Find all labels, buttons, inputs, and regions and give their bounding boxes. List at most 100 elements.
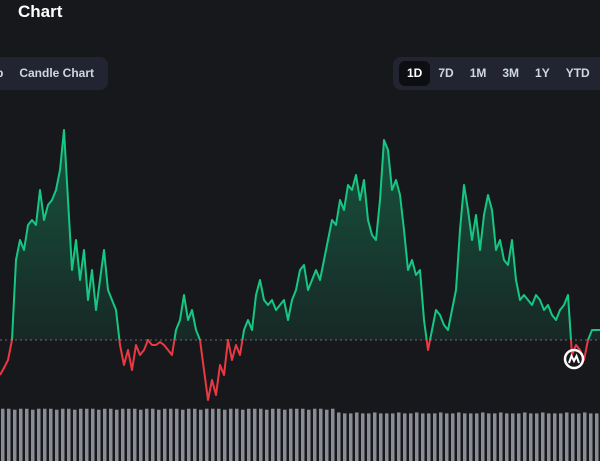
- volume-bar: [583, 412, 587, 461]
- volume-bar: [535, 413, 539, 461]
- volume-bar: [469, 413, 473, 461]
- volume-bar: [415, 412, 419, 461]
- range-button[interactable]: 1D: [399, 61, 431, 86]
- volume-bar: [85, 408, 89, 461]
- volume-bar: [1, 408, 5, 461]
- volume-bar: [139, 409, 143, 461]
- price-line-up: [10, 129, 600, 340]
- volume-bar: [97, 409, 101, 461]
- volume-bar: [391, 413, 395, 461]
- range-tabs: 1D 7D 1M 3M 1Y YTD: [393, 57, 600, 90]
- volume-bar: [439, 412, 443, 461]
- volume-bar: [295, 408, 299, 461]
- volume-bar: [463, 413, 467, 461]
- volume-bar: [337, 412, 341, 461]
- volume-bar: [169, 408, 173, 461]
- volume-bar: [523, 412, 527, 461]
- volume-bar: [409, 413, 413, 461]
- volume-bar: [397, 412, 401, 461]
- volume-bar: [115, 409, 119, 461]
- volume-bar: [187, 408, 191, 461]
- volume-bar: [259, 408, 263, 461]
- volume-bar: [211, 408, 215, 461]
- volume-bar: [547, 413, 551, 461]
- volume-bar: [49, 408, 53, 461]
- volume-bar: [457, 412, 461, 461]
- range-button[interactable]: 7D: [438, 66, 454, 80]
- volume-bar: [247, 408, 251, 461]
- volume-bar: [289, 408, 293, 461]
- volume-bar: [223, 409, 227, 461]
- volume-bar: [145, 408, 149, 461]
- volume-bar: [433, 413, 437, 461]
- volume-bar: [487, 413, 491, 461]
- volume-bar: [427, 413, 431, 461]
- chart-type-tab[interactable]: p: [0, 61, 11, 86]
- chart-type-tabs: p Candle Chart: [0, 57, 108, 90]
- volume-bar: [349, 413, 353, 461]
- volume-bar: [499, 412, 503, 461]
- range-button[interactable]: YTD: [565, 66, 590, 80]
- page-title: Chart: [18, 2, 63, 21]
- volume-bar: [505, 413, 509, 461]
- range-button[interactable]: 1M: [469, 66, 487, 80]
- volume-bar: [301, 408, 305, 461]
- volume-bar: [265, 409, 269, 461]
- volume-bar: [313, 408, 317, 461]
- chart-type-tab[interactable]: Candle Chart: [19, 66, 95, 80]
- volume-bar: [241, 409, 245, 461]
- volume-bar: [553, 413, 557, 461]
- volume-bar: [589, 413, 593, 461]
- volume-bar: [307, 409, 311, 461]
- volume-bar: [151, 408, 155, 461]
- volume-bar: [529, 413, 533, 461]
- volume-bar: [193, 408, 197, 461]
- volume-bar: [13, 409, 17, 461]
- volume-bar: [235, 408, 239, 461]
- range-button[interactable]: 1Y: [535, 66, 550, 80]
- volume-bar: [43, 408, 47, 461]
- volume-bar: [7, 408, 11, 461]
- volume-bar: [379, 413, 383, 461]
- volume-bar: [61, 408, 65, 461]
- volume-bar: [283, 409, 287, 461]
- volume-bar: [127, 408, 131, 461]
- volume-bar: [229, 408, 233, 461]
- volume-bar: [451, 413, 455, 461]
- volume-bar: [37, 408, 41, 461]
- logo: [563, 348, 585, 370]
- volume-bar: [31, 409, 35, 461]
- volume-bar: [403, 413, 407, 461]
- volume-bar: [163, 408, 167, 461]
- volume-bar: [361, 413, 365, 461]
- volume-bar: [205, 408, 209, 461]
- volume-bar: [541, 412, 545, 461]
- volume-bar: [103, 408, 107, 461]
- volume-bar: [475, 413, 479, 461]
- volume-bar: [385, 413, 389, 461]
- volume-bar: [199, 409, 203, 461]
- volume-bar: [373, 412, 377, 461]
- volume-bar: [577, 413, 581, 461]
- volume-bar: [217, 408, 221, 461]
- volume-bar: [175, 408, 179, 461]
- volume-bar: [355, 412, 359, 461]
- volume-bar: [421, 413, 425, 461]
- volume-bar: [277, 408, 281, 461]
- volume-bar: [595, 413, 599, 461]
- volume-bar: [325, 409, 329, 461]
- range-button[interactable]: 3M: [502, 66, 520, 80]
- volume-bar: [343, 413, 347, 461]
- volume-bar: [253, 408, 257, 461]
- volume-bar: [445, 413, 449, 461]
- volume-bar: [559, 413, 563, 461]
- volume-bar: [73, 409, 77, 461]
- volume-bar: [109, 408, 113, 461]
- volume-bar: [481, 412, 485, 461]
- volume-bar: [157, 409, 161, 461]
- volume-bar: [55, 409, 59, 461]
- volume-bar: [25, 408, 29, 461]
- volume-bar: [493, 413, 497, 461]
